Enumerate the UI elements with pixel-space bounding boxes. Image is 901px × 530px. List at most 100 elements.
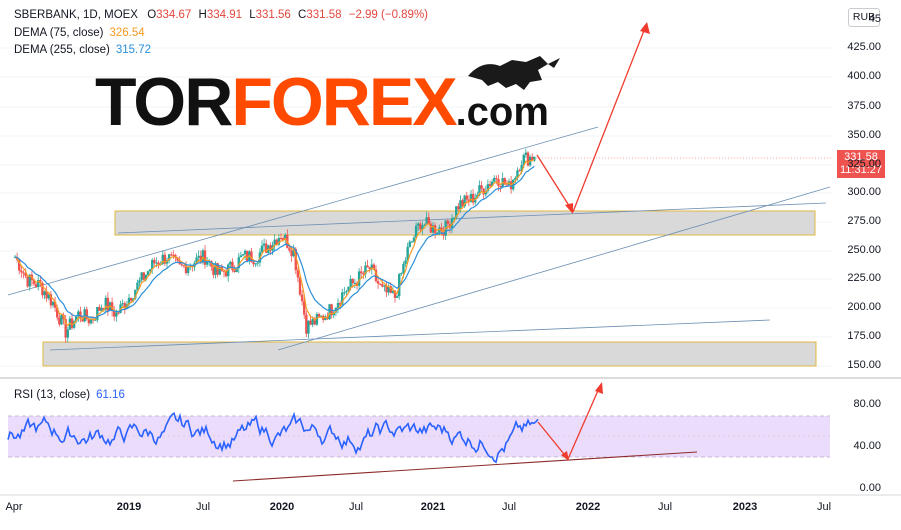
candle xyxy=(243,249,247,260)
candle xyxy=(423,223,426,227)
candle xyxy=(364,261,367,279)
price-tick-label: 45 xyxy=(868,13,881,25)
forecast-arrow-up[interactable] xyxy=(572,22,650,213)
dema75-value: 326.54 xyxy=(109,27,145,39)
candle xyxy=(75,316,78,324)
close-label: C xyxy=(298,9,307,21)
last-price-tag: 331.58 11:31:27 xyxy=(837,150,885,178)
candle xyxy=(518,168,521,172)
logo-com: .com xyxy=(455,90,549,134)
channel-lower-line[interactable] xyxy=(277,186,831,351)
candle xyxy=(471,189,475,206)
candle xyxy=(345,289,348,296)
candle xyxy=(144,274,148,282)
forecast-arrow-down[interactable] xyxy=(536,154,574,214)
candle xyxy=(220,264,224,273)
high-value: 334.91 xyxy=(206,9,243,21)
candle xyxy=(467,195,471,207)
price-tick-label: 375.00 xyxy=(847,100,881,112)
zone-line-lower[interactable] xyxy=(49,319,771,351)
price-tick-label: 225.00 xyxy=(847,272,881,284)
candle xyxy=(414,222,418,238)
time-tick-label: Jul xyxy=(501,501,517,513)
candle xyxy=(406,242,409,263)
candle xyxy=(22,270,25,279)
candle xyxy=(104,295,107,314)
candle xyxy=(142,271,145,281)
candle xyxy=(26,275,29,288)
candle xyxy=(182,265,186,269)
candle xyxy=(51,301,55,308)
candle xyxy=(419,221,422,232)
low-value: 331.56 xyxy=(255,9,291,21)
candle xyxy=(222,270,226,278)
change-value: −2.99 (−0.89%) xyxy=(348,9,429,21)
candle xyxy=(70,313,74,330)
candle xyxy=(34,282,38,288)
candle xyxy=(366,259,369,268)
candle xyxy=(347,286,350,293)
candle xyxy=(408,239,411,248)
price-tick-label: 175.00 xyxy=(847,330,881,342)
candle xyxy=(241,254,245,257)
candle xyxy=(66,326,69,343)
dema255-label: DEMA (255, close) xyxy=(14,44,110,56)
candle xyxy=(79,306,82,323)
candle xyxy=(60,314,63,326)
candle xyxy=(465,191,468,204)
price-tick-label: 275.00 xyxy=(847,215,881,227)
candle xyxy=(186,267,190,276)
dema255-legend[interactable]: DEMA (255, close) 315.72 xyxy=(14,44,151,56)
candle xyxy=(533,156,536,162)
candle xyxy=(85,306,88,321)
dema75-legend[interactable]: DEMA (75, close) 326.54 xyxy=(14,27,145,39)
time-tick-label: Jul xyxy=(816,501,832,513)
candle xyxy=(170,251,173,257)
time-tick-label: Jul xyxy=(657,501,673,513)
candle xyxy=(381,279,384,288)
candle xyxy=(174,253,177,262)
last-price-value: 331.58 xyxy=(844,151,878,163)
candle xyxy=(49,291,53,309)
close-value: 331.58 xyxy=(306,9,342,21)
candle xyxy=(370,258,373,275)
candle xyxy=(269,242,272,255)
support-zone[interactable] xyxy=(42,341,817,367)
rsi-support-line[interactable] xyxy=(232,451,698,482)
candle xyxy=(457,202,460,212)
candle xyxy=(526,151,530,167)
candle xyxy=(37,274,40,291)
dema-75-line xyxy=(14,158,535,327)
candle xyxy=(482,187,485,199)
candle xyxy=(353,278,357,289)
candle xyxy=(151,258,154,274)
time-tick-label: 2023 xyxy=(732,501,758,513)
rsi-arrow-down[interactable] xyxy=(537,421,569,461)
time-tick-label: Jul xyxy=(195,501,211,513)
rsi-arrow-up[interactable] xyxy=(567,382,603,460)
rsi-legend[interactable]: RSI (13, close) 61.16 xyxy=(14,389,125,401)
channel-upper-line[interactable] xyxy=(7,126,599,296)
candle xyxy=(446,219,449,230)
candle xyxy=(117,312,120,315)
candle xyxy=(480,181,483,192)
time-tick-label: 2019 xyxy=(116,501,142,513)
rsi-band xyxy=(8,416,830,457)
candle xyxy=(288,246,291,253)
zone-line-upper[interactable] xyxy=(117,202,827,234)
candle xyxy=(218,264,221,276)
currency-button[interactable]: RUB xyxy=(848,8,880,27)
time-tick-label: Apr xyxy=(5,501,23,513)
open-value: 334.67 xyxy=(156,9,192,21)
candle xyxy=(41,281,44,299)
symbol-label[interactable]: SBERBANK, 1D, MOEX xyxy=(14,9,138,21)
candle xyxy=(379,283,382,286)
price-tick-label: 200.00 xyxy=(847,301,881,313)
candle xyxy=(28,273,31,291)
candle xyxy=(262,238,266,250)
candle xyxy=(83,306,86,323)
candle xyxy=(296,266,300,283)
candle xyxy=(127,293,131,309)
